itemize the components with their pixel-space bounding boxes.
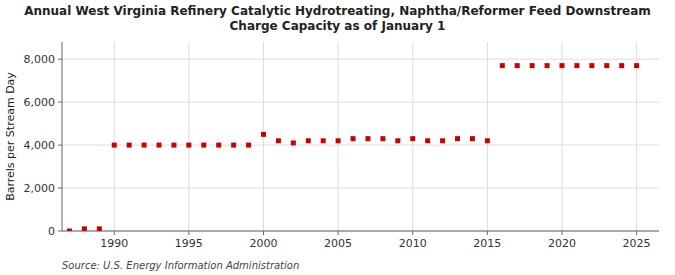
point [276, 138, 281, 143]
x-tick-label: 1990 [100, 237, 128, 250]
point [500, 63, 505, 68]
point [157, 143, 162, 148]
point [216, 143, 221, 148]
x-tick-label: 2010 [399, 237, 427, 250]
y-tick [58, 59, 62, 60]
point [455, 136, 460, 141]
y-axis-label: Barrels per Stream Day [4, 72, 17, 201]
point [634, 63, 639, 68]
title-line: Annual West Virginia Refinery Catalytic … [24, 4, 651, 18]
x-tick [114, 231, 115, 235]
y-grid-line [62, 59, 659, 60]
point [470, 136, 475, 141]
point [261, 132, 266, 137]
point [619, 63, 624, 68]
x-tick [561, 231, 562, 235]
x-tick [188, 231, 189, 235]
point [82, 226, 87, 231]
point [515, 63, 520, 68]
point [365, 136, 370, 141]
point [231, 143, 236, 148]
point [559, 63, 564, 68]
y-grid-line [62, 145, 659, 146]
y-tick-label: 2,000 [24, 182, 56, 195]
points [67, 63, 639, 231]
y-tick-label: 8,000 [24, 53, 56, 66]
point [351, 136, 356, 141]
point [186, 143, 191, 148]
y-tick [58, 102, 62, 103]
y-tick [58, 231, 62, 232]
point [201, 143, 206, 148]
x-grid-line [338, 42, 339, 231]
point [545, 63, 550, 68]
point [425, 138, 430, 143]
point [306, 138, 311, 143]
point [127, 143, 132, 148]
x-tick [338, 231, 339, 235]
point [380, 136, 385, 141]
x-tick-label: 2015 [473, 237, 501, 250]
y-grid-line [62, 102, 659, 103]
y-grid-line [62, 231, 659, 232]
y-tick-label: 6,000 [24, 96, 56, 109]
point [67, 229, 72, 232]
y-grid-line [62, 188, 659, 189]
x-axis-line [62, 231, 659, 232]
x-tick [487, 231, 488, 235]
x-grid-line [487, 42, 488, 231]
point [530, 63, 535, 68]
point [574, 63, 579, 68]
title: Annual West Virginia Refinery Catalytic … [24, 4, 651, 33]
y-tick [58, 145, 62, 146]
y-tick-label: 0 [48, 225, 55, 238]
point [291, 140, 296, 145]
point [336, 138, 341, 143]
x-grid-line [636, 42, 637, 231]
x-tick [636, 231, 637, 235]
point [246, 143, 251, 148]
x-tick-label: 2005 [324, 237, 352, 250]
point [97, 226, 102, 231]
x-grid-line [561, 42, 562, 231]
y-axis-line [62, 42, 63, 231]
point [395, 138, 400, 143]
x-tick-label: 2000 [249, 237, 277, 250]
x-tick [263, 231, 264, 235]
point [321, 138, 326, 143]
chart: Annual West Virginia Refinery Catalytic … [0, 0, 675, 275]
point [485, 138, 490, 143]
x-grid-line [188, 42, 189, 231]
x-tick-label: 2020 [548, 237, 576, 250]
point [171, 143, 176, 148]
x-tick-label: 1995 [175, 237, 203, 250]
point [604, 63, 609, 68]
x-tick [412, 231, 413, 235]
grid [62, 42, 659, 231]
point [440, 138, 445, 143]
x-grid-line [114, 42, 115, 231]
source: Source: U.S. Energy Information Administ… [62, 260, 299, 271]
y-tick-label: 4,000 [24, 139, 56, 152]
point [142, 143, 147, 148]
x-tick-label: 2025 [623, 237, 651, 250]
title-line: Charge Capacity as of January 1 [230, 19, 446, 33]
point [410, 136, 415, 141]
y-tick [58, 188, 62, 189]
point [112, 143, 117, 148]
point [589, 63, 594, 68]
